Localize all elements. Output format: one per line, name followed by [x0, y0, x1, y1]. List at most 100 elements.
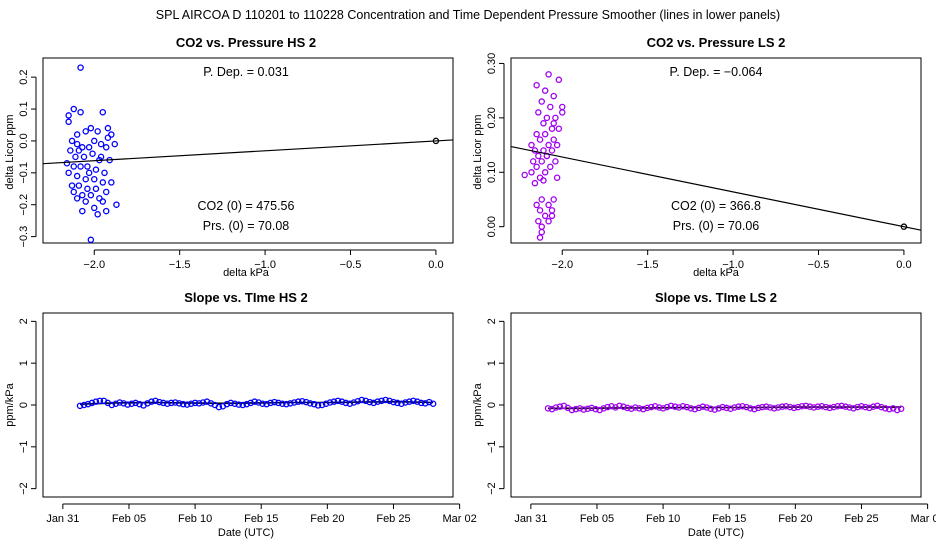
data-point — [529, 158, 537, 165]
y-tick-label: −0.1 — [18, 162, 30, 184]
data-point — [77, 108, 84, 116]
data-point — [743, 403, 750, 411]
data-point — [394, 399, 401, 407]
data-point — [91, 137, 98, 145]
data-point — [70, 188, 78, 196]
data-point — [739, 403, 746, 410]
plot-area: −2.0 −1.5 −1.0 −0.5 0.0 0.00 0.10 0.20 0.30 — [486, 53, 922, 271]
data-point — [116, 399, 123, 406]
data-point — [195, 400, 203, 407]
data-point — [79, 144, 86, 151]
y-axis-label: delta Licor ppm — [472, 114, 484, 189]
data-point — [124, 401, 131, 408]
data-point — [538, 196, 546, 203]
data-point — [897, 405, 905, 413]
x-tick-label: Feb 10 — [178, 513, 212, 525]
data-point — [271, 398, 278, 406]
data-point — [227, 399, 235, 407]
data-point — [545, 201, 552, 209]
data-point — [374, 398, 381, 405]
data-point — [168, 399, 175, 407]
data-point — [628, 405, 635, 413]
data-point — [152, 397, 159, 405]
x-tick-label: Feb 20 — [778, 513, 812, 525]
x-tick-label: Feb 10 — [646, 513, 680, 525]
data-point — [541, 87, 549, 94]
data-point — [536, 234, 544, 241]
data-point — [550, 136, 557, 143]
data-point — [402, 399, 409, 406]
annotation-pressure-zero: Prs. (0) = 70.06 — [673, 219, 760, 233]
data-point — [608, 403, 615, 410]
data-point — [63, 160, 71, 167]
plot-frame — [42, 312, 454, 498]
plot-frame — [510, 312, 922, 498]
data-point — [667, 402, 675, 410]
data-point — [802, 402, 810, 410]
data-point — [362, 397, 369, 405]
data-point — [108, 179, 115, 186]
data-point — [643, 404, 651, 412]
data-point — [390, 398, 397, 406]
y-tick-label: 2 — [18, 318, 30, 324]
data-point — [172, 399, 179, 406]
x-axis-label: delta kPa — [693, 267, 740, 279]
data-point — [338, 398, 346, 405]
data-point — [536, 207, 544, 214]
data-point — [148, 398, 155, 405]
data-point — [223, 400, 231, 408]
data-point — [80, 401, 88, 409]
data-point — [651, 403, 659, 410]
data-point — [555, 76, 563, 84]
data-point — [538, 158, 546, 165]
data-point — [878, 403, 885, 411]
panel-slope-vs-time-hs: Slope vs. TIme HS 2 Date (UTC) ppm/kPa J… — [4, 290, 477, 539]
data-point — [553, 141, 561, 149]
data-point — [76, 402, 84, 410]
y-tick-label: 0.10 — [486, 162, 498, 183]
panel-co2-vs-pressure-hs: CO2 vs. Pressure HS 2 delta kPa delta Li… — [4, 35, 454, 279]
panel-title: Slope vs. TIme LS 2 — [655, 290, 777, 305]
data-point — [73, 172, 81, 180]
x-tick-label: Feb 05 — [580, 513, 614, 525]
data-point — [283, 400, 290, 408]
data-point — [699, 403, 707, 410]
data-point — [735, 403, 742, 410]
data-point — [703, 404, 710, 411]
data-point — [79, 191, 86, 199]
data-point — [406, 398, 413, 405]
data-point — [231, 400, 239, 407]
data-point — [239, 401, 246, 409]
data-point — [830, 403, 837, 411]
data-point — [91, 175, 98, 183]
x-tick-label: Feb 20 — [310, 513, 344, 525]
data-point — [386, 397, 393, 405]
data-point — [97, 140, 105, 148]
x-tick-label: −1.0 — [254, 259, 276, 271]
data-point — [421, 400, 429, 407]
panel-slope-vs-time-ls: Slope vs. TIme LS 2 Date (UTC) ppm/kPa J… — [472, 290, 936, 539]
panel-title: CO2 vs. Pressure LS 2 — [647, 35, 786, 50]
data-point — [99, 108, 107, 116]
data-point — [604, 403, 611, 411]
data-point — [533, 130, 540, 138]
data-point — [540, 177, 547, 184]
data-point — [382, 396, 389, 404]
x-axis-label: Date (UTC) — [688, 527, 744, 539]
data-point — [251, 398, 258, 405]
data-point — [663, 403, 671, 411]
data-point — [92, 185, 100, 193]
annotation-pressure-dependence: P. Dep. = −0.064 — [670, 65, 763, 79]
data-point — [548, 125, 556, 132]
data-point — [774, 404, 782, 411]
data-point — [683, 403, 691, 411]
panel-title: CO2 vs. Pressure HS 2 — [176, 35, 316, 50]
data-point — [550, 196, 557, 203]
x-tick-label: −2.0 — [83, 259, 105, 271]
y-axis-label: ppm/kPa — [4, 382, 16, 426]
data-point — [687, 405, 695, 412]
data-point — [358, 396, 365, 404]
data-point — [263, 400, 270, 408]
data-point — [302, 398, 310, 406]
data-point — [111, 140, 119, 148]
